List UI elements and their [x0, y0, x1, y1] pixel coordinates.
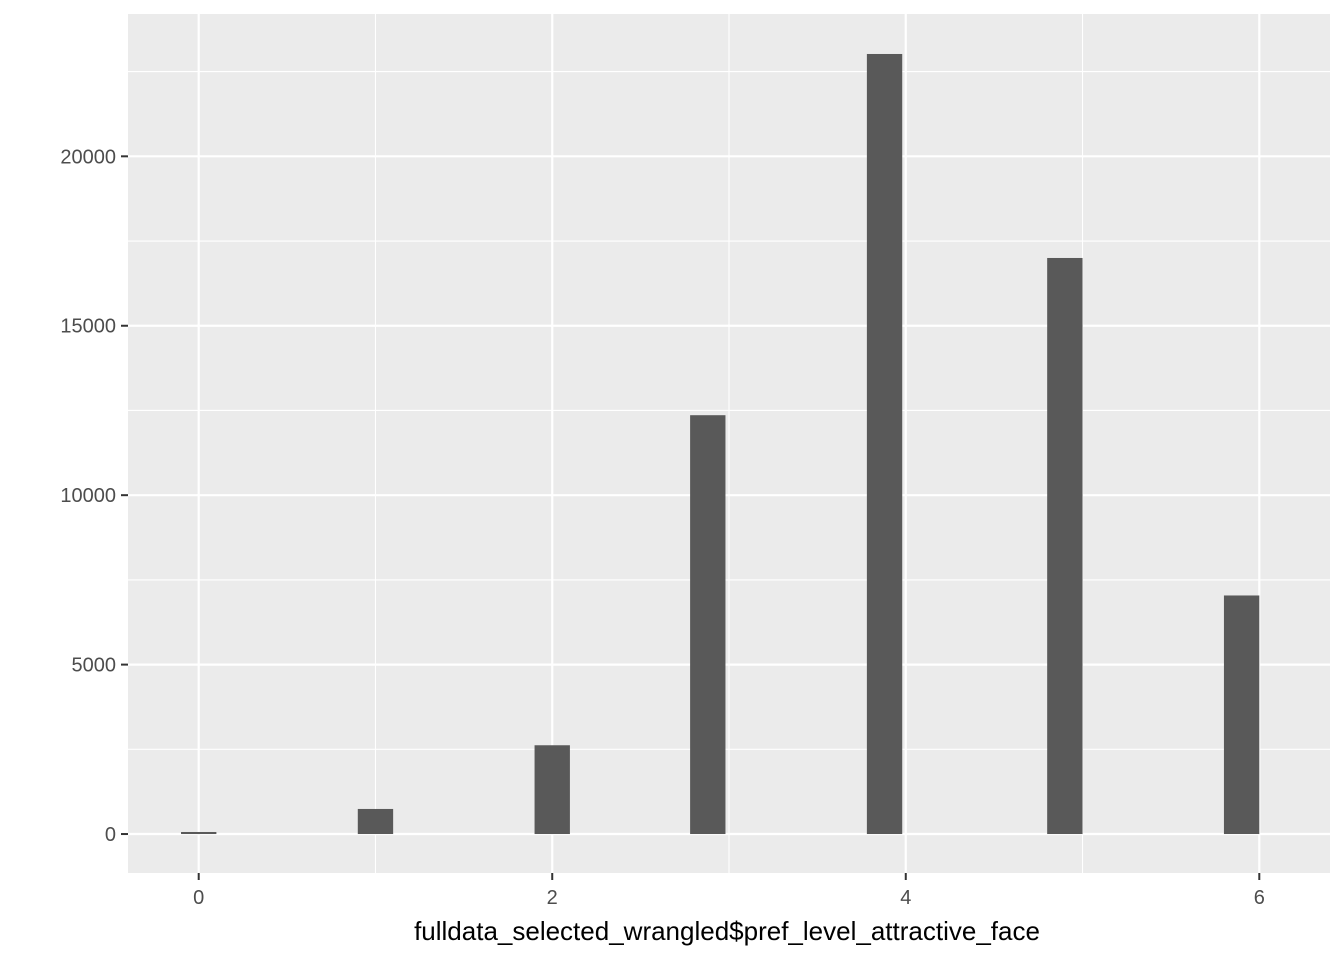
y-tick-label: 5000 [72, 655, 117, 677]
x-tick-label: 0 [193, 887, 204, 909]
x-tick-label: 2 [547, 887, 558, 909]
y-tick-label: 0 [105, 824, 116, 846]
x-tick-label: 6 [1254, 887, 1265, 909]
histogram-bar [866, 53, 903, 835]
x-axis: 0 2 4 6 [193, 873, 1265, 909]
x-tick-label: 4 [900, 887, 911, 909]
major-gridlines [128, 14, 1330, 873]
y-tick-label: 10000 [60, 485, 116, 507]
histogram-bar [357, 808, 394, 835]
histogram-bar [690, 415, 726, 835]
histogram-bar [181, 831, 217, 835]
y-axis: 0 5000 10000 15000 20000 [60, 146, 128, 846]
bars [181, 53, 1260, 835]
x-axis-title: fulldata_selected_wrangled$pref_level_at… [414, 916, 1040, 946]
y-tick-label: 20000 [60, 146, 116, 168]
histogram-bar [534, 745, 570, 835]
y-tick-label: 15000 [60, 316, 116, 338]
histogram-bar [1047, 257, 1083, 835]
histogram-bar [1223, 595, 1260, 835]
